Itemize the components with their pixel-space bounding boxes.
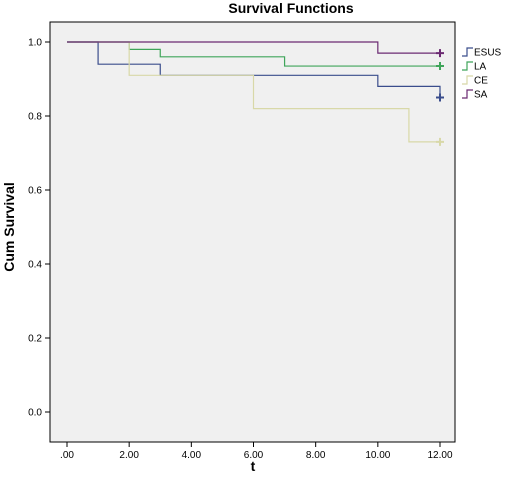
series-line-ce [67,41,440,143]
y-axis: 0.0 0.2 0.4 0.6 0.8 1.0 [28,38,50,419]
x-tick-label: 4.00 [182,450,202,461]
legend-swatch-la [462,61,473,71]
x-tick-label: 6.00 [244,450,264,461]
censor-mark-ce [436,137,444,146]
y-tick-label: 0.6 [28,186,42,197]
legend-swatch-ce [462,75,473,85]
censor-mark-la [436,62,444,71]
x-axis-label: t [251,458,256,474]
legend-label-ce: CE [474,76,488,87]
x-tick-label: 2.00 [119,450,139,461]
legend-label-sa: SA [474,90,488,101]
legend-label-la: LA [474,62,487,73]
x-tick-label: 10.00 [365,450,390,461]
x-axis: .00 2.00 4.00 6.00 8.00 10.00 12.00 [60,442,453,461]
legend-swatch-esus [462,47,473,57]
chart-title: Survival Functions [228,0,353,16]
censor-mark-esus [436,93,444,102]
legend-label-esus: ESUS [474,48,502,59]
legend: ESUS LA CE SA [462,47,502,101]
y-tick-label: 0.8 [28,112,42,123]
y-tick-label: 0.4 [28,260,42,271]
series-layer [67,41,444,146]
series-line-sa [67,41,440,54]
plot-area [49,21,456,443]
x-tick-label: .00 [60,450,74,461]
legend-swatch-sa [462,89,473,99]
y-tick-label: 0.0 [28,408,42,419]
y-tick-label: 1.0 [28,38,42,49]
y-tick-label: 0.2 [28,334,42,345]
x-tick-label: 12.00 [427,450,452,461]
censor-mark-sa [436,49,444,58]
y-axis-label: Cum Survival [1,182,17,271]
x-tick-label: 8.00 [306,450,326,461]
